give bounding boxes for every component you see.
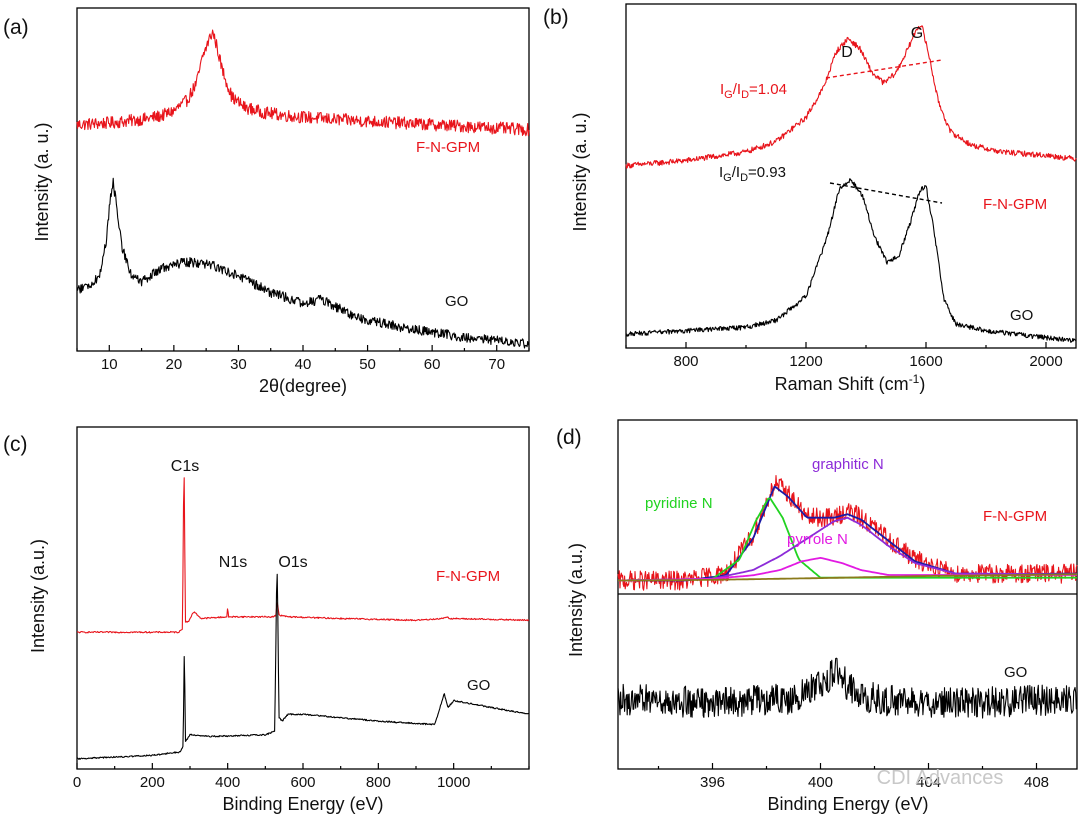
panel-c-xlabel: Binding Energy (eV) <box>222 794 383 814</box>
panel-d-ylabel: Intensity (a.u.) <box>566 543 586 657</box>
ratio-go-sub-d: D <box>740 172 748 184</box>
panel-a-xtick-label: 70 <box>488 356 505 373</box>
panel-a-series-f-n-gpm <box>76 29 530 137</box>
panel-b-peak-g: G <box>911 25 923 42</box>
panel-a-xticks: 10 20 30 40 50 60 70 <box>76 345 530 373</box>
panel-a: (a) 10 20 30 40 50 60 70 2θ(degree) Intensity … <box>3 7 530 396</box>
panel-a-xtick-label: 60 <box>424 356 441 373</box>
panel-c-series-f-n-gpm <box>77 477 530 634</box>
panel-b-xtick-label: 2000 <box>1029 353 1062 370</box>
panel-c-xtick-label: 400 <box>215 774 240 791</box>
panel-d-label-graphitic: graphitic N <box>812 456 884 473</box>
panel-b-label: (b) <box>543 6 569 29</box>
panel-b-ylabel: Intensity (a. u.) <box>570 112 590 231</box>
panel-d-xtick-label: 408 <box>1024 774 1049 791</box>
panel-c: (c) 0 200 400 600 800 1000 Binding Energy (eV… <box>3 426 530 814</box>
ratio-go-sub-g: G <box>723 172 732 184</box>
ratio-go-slash: /I <box>732 164 740 181</box>
panel-b-plot <box>625 25 1077 343</box>
panel-b-series-label-go: GO <box>1010 307 1033 324</box>
ratio-fngpm-i: I <box>720 81 724 98</box>
panel-d-plot <box>617 474 1078 719</box>
panel-d-series-baseline <box>618 573 1077 582</box>
panel-d-label-pyridine: pyridine N <box>645 495 713 512</box>
panel-b-xlabel: Raman Shift (cm-1) <box>775 372 926 394</box>
panel-b-xtick-label: 1200 <box>789 353 822 370</box>
panel-b-frame <box>625 3 1077 349</box>
panel-c-label: (c) <box>3 433 28 456</box>
panel-b-ratio-line-go <box>829 182 943 204</box>
panel-b-series-go <box>625 178 1077 343</box>
panel-d-xtick-label: 396 <box>700 774 725 791</box>
panel-d-label-pyrrole: pyrrole N <box>787 531 848 548</box>
panel-c-peak-o1s: O1s <box>278 554 307 571</box>
watermark: CDI Advances <box>877 767 1004 789</box>
panel-a-xtick-label: 20 <box>166 356 183 373</box>
panel-a-series-label-fngpm: F-N-GPM <box>416 139 480 156</box>
ratio-fngpm-sub-d: D <box>741 89 749 101</box>
panel-a-xtick-label: 40 <box>295 356 312 373</box>
panel-b-peak-d: D <box>841 44 853 61</box>
panel-c-series-label-go: GO <box>467 677 490 694</box>
panel-c-xtick-label: 800 <box>366 774 391 791</box>
ratio-go-value: =0.93 <box>748 164 786 181</box>
panel-b-xtick-label: 1600 <box>909 353 942 370</box>
panel-d-label-go: GO <box>1004 664 1027 681</box>
panel-c-xtick-label: 200 <box>140 774 165 791</box>
panel-d-xticks: 396 400 404 408 <box>657 763 1049 791</box>
panel-d-series-go <box>617 657 1078 719</box>
panel-d-xtick-label: 404 <box>916 774 941 791</box>
panel-d: (d) 396 400 404 408 Binding Energy (eV) Int… <box>556 419 1078 814</box>
panel-d-label: (d) <box>556 426 582 449</box>
panel-a-series-label-go: GO <box>445 293 468 310</box>
panel-b-xlabel-text: Raman Shift (cm <box>775 374 909 394</box>
panel-c-peak-c1s: C1s <box>171 458 199 475</box>
panel-c-xtick-label: 600 <box>290 774 315 791</box>
panel-b-series-f-n-gpm <box>625 25 1077 169</box>
panel-b-xlabel-sup: -1 <box>909 372 920 386</box>
panel-c-plot <box>76 477 530 760</box>
panel-c-xticks: 0 200 400 600 800 1000 <box>73 763 530 791</box>
panel-d-xlabel: Binding Energy (eV) <box>767 794 928 814</box>
panel-a-label: (a) <box>3 16 29 39</box>
panel-d-xtick-label: 400 <box>808 774 833 791</box>
panel-b-ratio-fngpm: IG/ID=1.04 <box>720 81 787 101</box>
panel-c-peak-n1s: N1s <box>219 554 247 571</box>
panel-d-series-f-n-gpm <box>617 474 1078 591</box>
ratio-fngpm-slash: /I <box>733 81 741 98</box>
panel-b: (b) 800 1200 1600 2000 Raman Shift (cm-1) I… <box>543 3 1077 394</box>
panel-a-plot <box>76 29 530 349</box>
ratio-fngpm-value: =1.04 <box>749 81 787 98</box>
panel-a-series-go <box>76 177 530 349</box>
panel-c-series-go <box>76 573 530 760</box>
panel-c-ylabel: Intensity (a.u.) <box>28 539 48 653</box>
panel-a-xtick-label: 50 <box>359 356 376 373</box>
panel-c-xtick-label: 0 <box>73 774 81 791</box>
panel-d-label-fngpm: F-N-GPM <box>983 508 1047 525</box>
panel-b-xtick-label: 800 <box>673 353 698 370</box>
panel-b-xticks: 800 1200 1600 2000 <box>625 342 1063 370</box>
ratio-go-i: I <box>719 164 723 181</box>
panel-b-xlabel-end: ) <box>919 374 925 394</box>
panel-a-ylabel: Intensity (a. u.) <box>32 122 52 241</box>
ratio-fngpm-sub-g: G <box>724 89 733 101</box>
panel-b-ratio-line-fngpm <box>825 59 943 79</box>
panel-b-ratio-go: IG/ID=0.93 <box>719 164 786 184</box>
panel-c-xtick-label: 1000 <box>437 774 470 791</box>
panel-b-series-label-fngpm: F-N-GPM <box>983 196 1047 213</box>
panel-a-xtick-label: 10 <box>101 356 118 373</box>
panel-a-xlabel: 2θ(degree) <box>259 376 347 396</box>
panel-c-series-label-fngpm: F-N-GPM <box>436 568 500 585</box>
panel-a-xtick-label: 30 <box>230 356 247 373</box>
panel-c-frame <box>76 426 530 770</box>
